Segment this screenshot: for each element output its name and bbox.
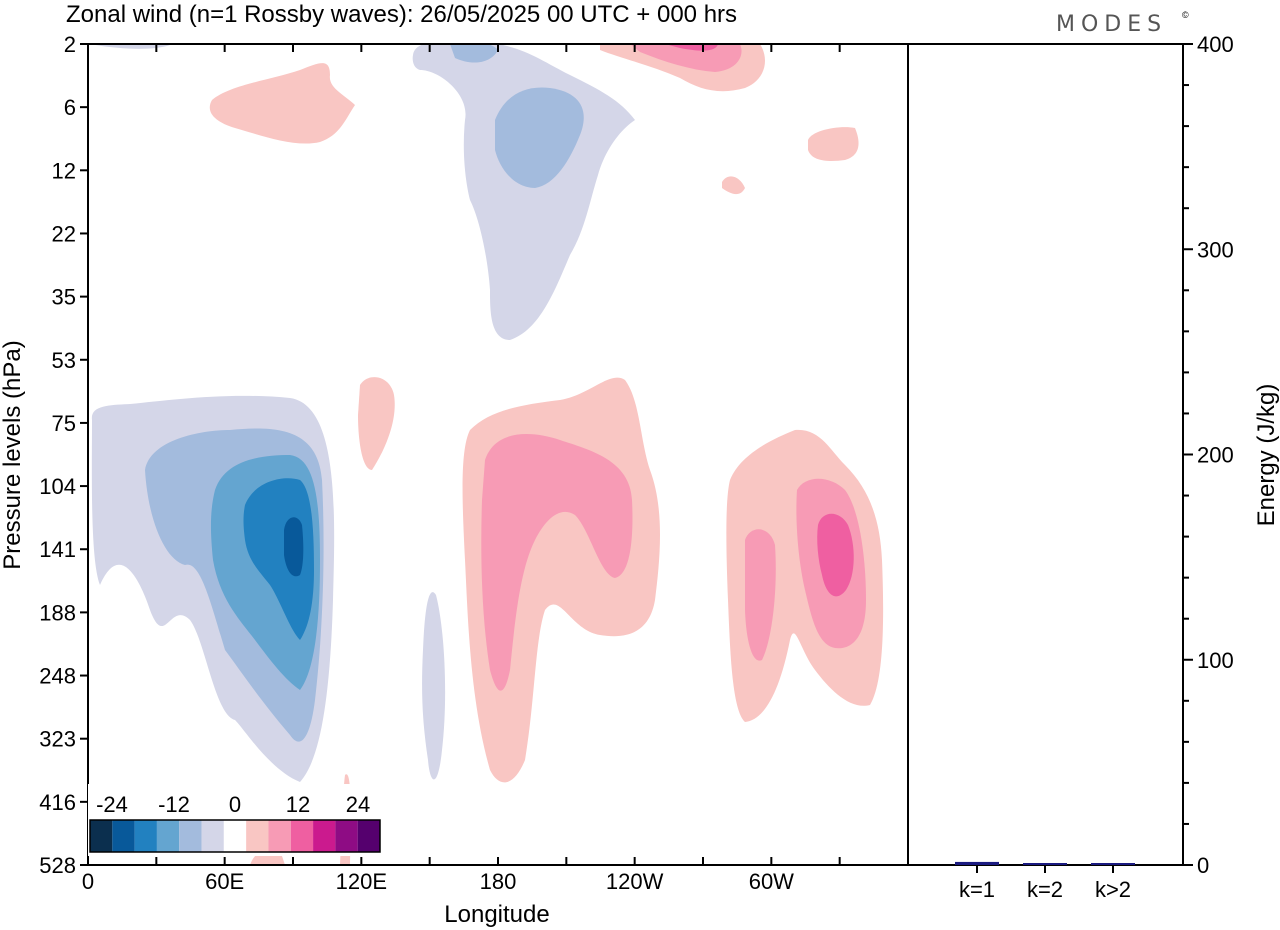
- colorbar-label: 24: [346, 792, 370, 817]
- y-tick-label: 6: [64, 95, 76, 120]
- x-axis-title: Longitude: [444, 901, 549, 928]
- energy-axis-title: Energy (J/kg): [1253, 384, 1280, 527]
- contour-pos-10-b: [745, 529, 776, 661]
- colorbar-swatch: [313, 820, 336, 852]
- chart-title: Zonal wind (n=1 Rossby waves): 26/05/202…: [66, 1, 737, 28]
- contour-neg-25: [284, 517, 304, 577]
- contour-pos-strat-right: [808, 127, 859, 161]
- colorbar-swatch: [290, 820, 314, 852]
- y-tick-label: 248: [39, 664, 76, 689]
- contour-neg-strat: [412, 44, 635, 340]
- contour-pos-15-c: [817, 513, 854, 597]
- contour-neg-topleft: [90, 44, 175, 49]
- energy-tick-label: 400: [1197, 32, 1234, 57]
- energy-tick-label: 100: [1197, 648, 1234, 673]
- colorbar-label: -12: [158, 792, 190, 817]
- colorbar-swatch: [112, 820, 135, 852]
- y-tick-label: 2: [64, 32, 76, 57]
- energy-bar: [1091, 863, 1135, 865]
- y-tick-label: 12: [52, 158, 76, 183]
- colorbar-swatch: [335, 820, 358, 852]
- y-tick-label: 75: [52, 411, 76, 436]
- brand-logo-mark: ©: [1182, 10, 1189, 20]
- contour-pos-small-1: [358, 377, 395, 470]
- y-tick-label: 188: [39, 600, 76, 625]
- x-tick-label: 0: [82, 869, 94, 894]
- energy-cat-label: k>2: [1095, 877, 1131, 902]
- contour-pos-top-10: [630, 44, 742, 72]
- colorbar-swatch: [179, 820, 202, 852]
- colorbar-swatch: [134, 820, 157, 852]
- contour-panel: [87, 43, 909, 866]
- energy-bar: [1023, 863, 1067, 865]
- energy-frame: [907, 43, 1184, 866]
- contour-pos-top-15: [665, 44, 718, 51]
- y-tick-label: 22: [52, 221, 76, 246]
- x-tick-label: 60W: [749, 869, 794, 894]
- y-tick-label: 416: [39, 790, 76, 815]
- x-tick-label: 120W: [606, 869, 664, 894]
- brand-logo: MODES: [1056, 12, 1167, 37]
- y-tick-label: 35: [52, 285, 76, 310]
- colorbar-swatch: [90, 820, 113, 852]
- energy-cat-label: k=2: [1027, 877, 1063, 902]
- contour-neg-top-10: [450, 44, 498, 63]
- y-axis-title: Pressure levels (hPa): [0, 340, 26, 569]
- colorbar-swatch: [156, 820, 180, 852]
- x-tick-label: 120E: [336, 869, 387, 894]
- colorbar-swatch: [201, 820, 224, 852]
- contour-neg-strat-10: [495, 87, 584, 188]
- colorbar-label: -24: [96, 792, 128, 817]
- colorbar-swatch: [246, 820, 269, 852]
- colorbar-swatch: [268, 820, 291, 852]
- energy-tick-label: 300: [1197, 237, 1234, 262]
- energy-bar: [955, 861, 999, 865]
- y-tick-label: 141: [39, 537, 76, 562]
- x-tick-label: 180: [480, 869, 517, 894]
- energy-panel: [907, 43, 1184, 866]
- energy-tick-label: 200: [1197, 443, 1234, 468]
- contour-neg-thin: [422, 592, 446, 780]
- energy-tick-label: 0: [1197, 853, 1209, 878]
- energy-cat-label: k=1: [959, 877, 995, 902]
- colorbar-frame: [89, 819, 381, 853]
- y-tick-label: 53: [52, 348, 76, 373]
- contour-pos-tiny: [722, 176, 745, 195]
- y-tick-label: 323: [39, 727, 76, 752]
- y-tick-label: 528: [39, 853, 76, 878]
- colorbar-swatch: [357, 820, 380, 852]
- y-tick-label: 104: [39, 474, 76, 499]
- colorbar-label: 0: [229, 792, 241, 817]
- colorbar-swatch: [223, 820, 247, 852]
- contour-pos-strat-left: [209, 63, 355, 144]
- x-tick-label: 60E: [205, 869, 244, 894]
- colorbar-label: 12: [286, 792, 310, 817]
- contour-pos-10-a: [481, 434, 633, 691]
